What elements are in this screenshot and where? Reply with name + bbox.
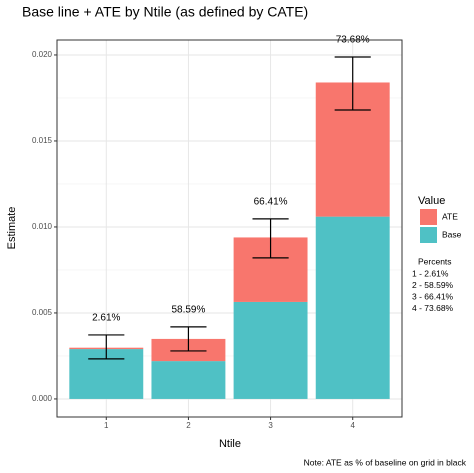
x-tick-label: 1 [104,421,109,430]
bar-label: 66.41% [254,197,288,208]
x-tick-label: 3 [268,421,273,430]
percent-line: 2 - 58.59% [412,280,454,290]
bar-label: 58.59% [171,305,205,316]
y-tick-label: 0.005 [32,308,53,317]
y-tick-label: 0.010 [32,222,53,231]
percent-line: 3 - 66.41% [412,291,454,301]
y-tick-label: 0.020 [32,50,53,59]
x-axis-label: Ntile [219,438,241,450]
y-tick-label: 0.015 [32,136,53,145]
percent-line: 1 - 2.61% [412,268,449,278]
bar-segment [315,216,390,399]
y-tick-label: 0.000 [32,394,53,403]
bar-segment [233,301,308,399]
percents-title: Percents [418,256,452,266]
bar-segment [151,361,226,399]
legend-swatch [420,209,437,225]
note: Note: ATE as % of baseline on grid in bl… [304,457,467,467]
legend-label: Base [442,229,462,239]
panel-border [56,39,403,418]
legend-title: Value [418,195,445,207]
y-axis-label: Estimate [6,207,18,250]
x-tick-label: 4 [350,421,355,430]
bar-label: 2.61% [92,313,120,324]
chart-title: Base line + ATE by Ntile (as defined by … [22,4,308,20]
legend-label: ATE [442,211,458,221]
legend-swatch [420,227,437,243]
percent-line: 4 - 73.68% [412,303,454,313]
x-tick-label: 2 [186,421,191,430]
